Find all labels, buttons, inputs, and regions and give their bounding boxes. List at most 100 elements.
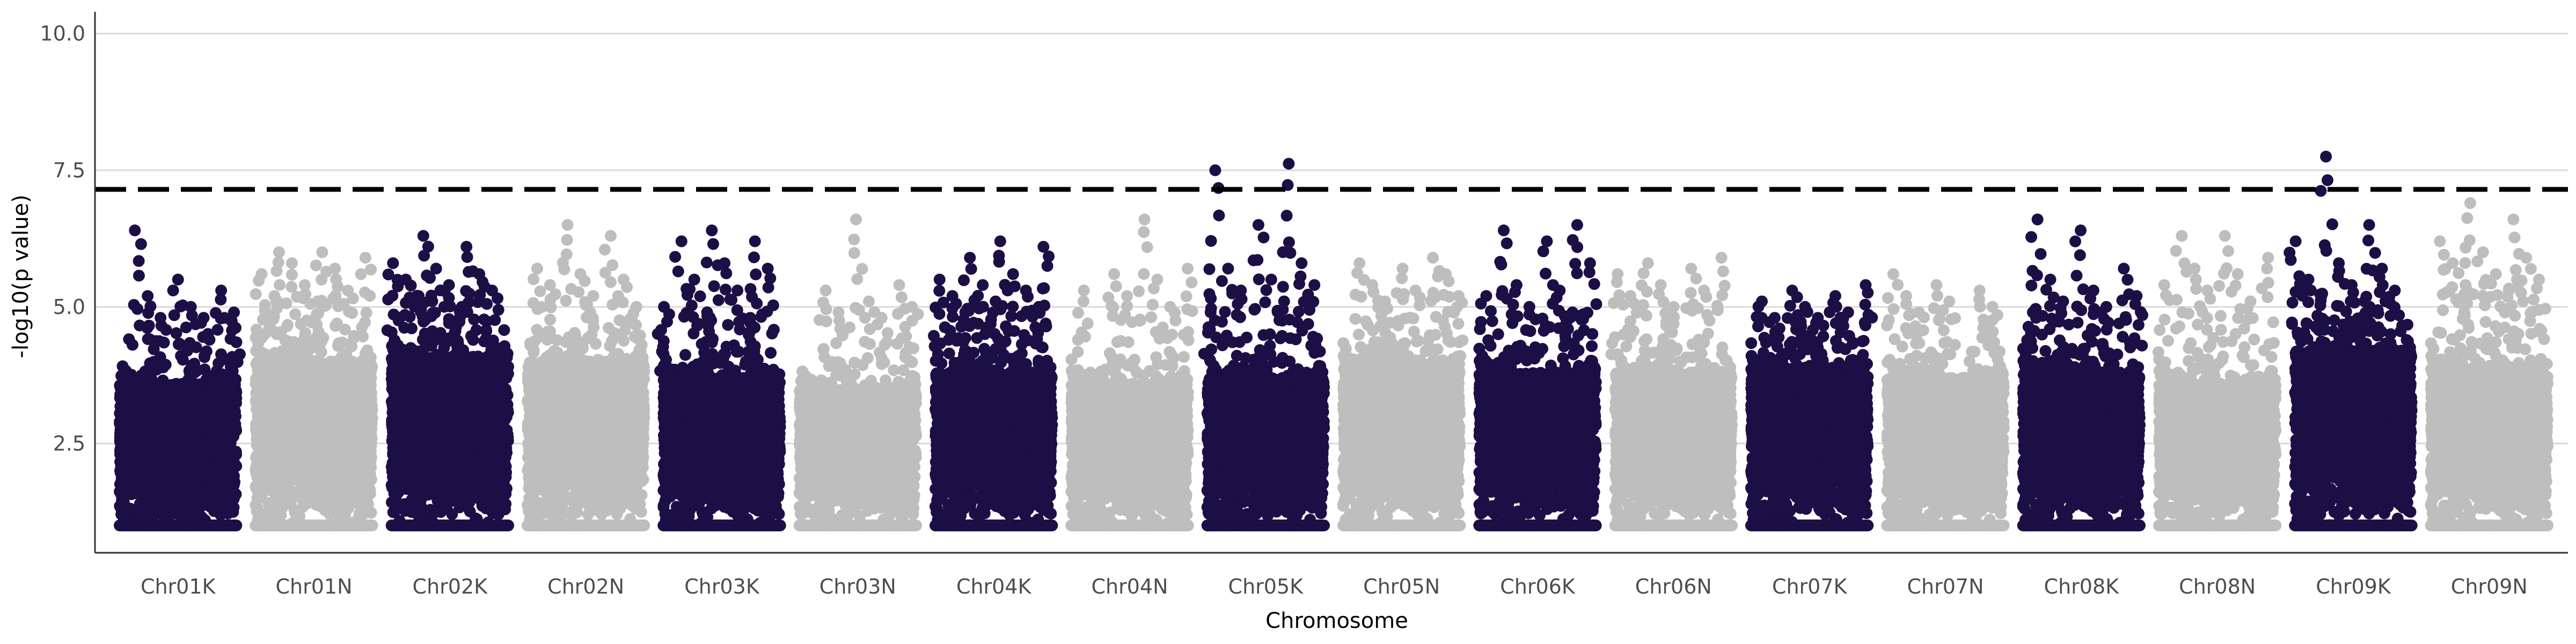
snp-point bbox=[346, 307, 358, 319]
snp-point bbox=[181, 413, 194, 426]
snp-point bbox=[261, 371, 273, 383]
snp-point bbox=[255, 332, 268, 344]
snp-point bbox=[363, 471, 376, 483]
snp-point bbox=[157, 374, 169, 386]
snp-point bbox=[268, 467, 281, 479]
snp-peak-point bbox=[329, 262, 341, 275]
snp-point bbox=[224, 477, 236, 489]
snp-point bbox=[189, 455, 201, 467]
snp-point bbox=[166, 441, 178, 452]
snp-point bbox=[363, 506, 376, 518]
snp-point bbox=[280, 476, 292, 488]
snp-point bbox=[348, 481, 361, 494]
snp-point bbox=[141, 412, 153, 425]
snp-point bbox=[295, 338, 308, 350]
snp-point bbox=[215, 294, 227, 306]
snp-peak-point bbox=[316, 246, 328, 258]
snp-point bbox=[310, 259, 322, 272]
snp-point bbox=[187, 493, 199, 505]
snp-point bbox=[273, 352, 286, 364]
snp-point bbox=[296, 382, 308, 394]
snp-point bbox=[253, 275, 265, 287]
snp-point bbox=[158, 336, 170, 349]
snp-point bbox=[297, 496, 310, 508]
snp-point bbox=[296, 474, 308, 487]
snp-point bbox=[123, 333, 135, 346]
snp-point bbox=[144, 357, 156, 369]
snp-point bbox=[180, 321, 192, 334]
snp-point bbox=[316, 274, 328, 286]
snp-point bbox=[263, 358, 275, 370]
snp-point bbox=[326, 467, 339, 479]
snp-point bbox=[302, 430, 314, 442]
snp-point bbox=[116, 438, 128, 451]
snp-point bbox=[193, 412, 205, 424]
snp-point bbox=[173, 425, 185, 437]
snp-point bbox=[136, 508, 148, 521]
snp-peak-point bbox=[359, 252, 371, 264]
snp-point bbox=[154, 351, 166, 363]
snp-point bbox=[157, 361, 170, 374]
snp-point bbox=[160, 324, 172, 336]
snp-point bbox=[269, 437, 282, 449]
snp-point bbox=[127, 485, 139, 497]
snp-point bbox=[282, 335, 294, 347]
snp-point bbox=[270, 328, 283, 340]
snp-point bbox=[233, 348, 246, 361]
snp-point bbox=[289, 308, 302, 320]
snp-point bbox=[250, 288, 262, 300]
snp-peak-point bbox=[273, 246, 285, 258]
snp-point bbox=[114, 500, 126, 512]
snp-point bbox=[275, 416, 287, 428]
snp-point bbox=[171, 394, 183, 407]
snp-point bbox=[207, 489, 219, 501]
snp-point bbox=[329, 376, 341, 388]
snp-point bbox=[230, 336, 243, 348]
snp-point bbox=[228, 412, 240, 425]
snp-point bbox=[286, 396, 298, 408]
snp-point bbox=[230, 445, 242, 458]
snp-point bbox=[208, 445, 221, 457]
snp-point bbox=[135, 238, 147, 250]
snp-point bbox=[266, 398, 278, 411]
snp-point bbox=[279, 375, 291, 387]
snp-point bbox=[265, 507, 277, 519]
snp-point bbox=[224, 360, 237, 372]
snp-point bbox=[213, 357, 225, 369]
snp-peak-point bbox=[172, 273, 184, 286]
snp-point bbox=[297, 458, 309, 470]
snp-point bbox=[192, 364, 204, 376]
snp-peak-point bbox=[129, 224, 141, 237]
snp-peak-point bbox=[142, 290, 154, 302]
snp-point bbox=[190, 341, 202, 354]
snp-point bbox=[115, 370, 128, 382]
snp-point bbox=[127, 418, 139, 429]
snp-point bbox=[230, 519, 243, 532]
snp-point bbox=[312, 326, 325, 338]
snp-point bbox=[361, 495, 373, 508]
snp-point bbox=[309, 340, 321, 352]
snp-point bbox=[133, 255, 145, 267]
snp-point bbox=[360, 306, 372, 319]
snp-peak-point bbox=[286, 257, 298, 269]
snp-point bbox=[115, 460, 127, 472]
snp-point bbox=[281, 430, 294, 442]
snp-point bbox=[366, 519, 378, 532]
snp-point bbox=[286, 281, 298, 293]
snp-point bbox=[195, 317, 207, 329]
snp-point bbox=[192, 469, 204, 481]
snp-point bbox=[125, 369, 137, 381]
snp-point bbox=[332, 403, 345, 415]
snp-point bbox=[173, 488, 185, 500]
snp-point bbox=[200, 374, 213, 386]
snp-point bbox=[147, 448, 158, 460]
snp-point bbox=[219, 427, 232, 440]
snp-point bbox=[270, 265, 283, 277]
snp-point bbox=[330, 362, 342, 374]
snp-point bbox=[215, 312, 227, 325]
snp-point bbox=[199, 349, 211, 362]
snp-point bbox=[167, 284, 179, 297]
snp-point bbox=[274, 279, 286, 291]
chromosome-chr01n-points bbox=[250, 246, 378, 532]
